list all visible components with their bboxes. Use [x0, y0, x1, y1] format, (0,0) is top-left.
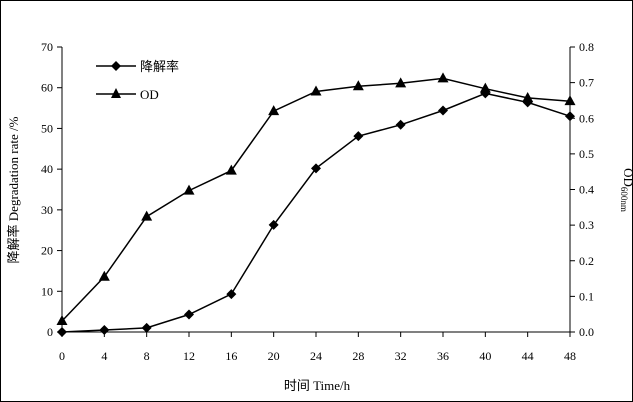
x-tick-label: 28	[352, 349, 364, 363]
y-right-axis-label-subscript: 600nm	[619, 187, 629, 212]
degradation-point	[99, 324, 110, 335]
od-point	[310, 85, 322, 96]
degradation-point	[141, 322, 152, 333]
x-tick-label: 48	[564, 349, 576, 363]
y-right-tick-label: 0.4	[579, 183, 594, 197]
x-tick-label: 20	[268, 349, 280, 363]
y-left-tick-label: 40	[41, 162, 53, 176]
y-right-tick-label: 0.2	[579, 254, 594, 268]
degradation-point	[57, 327, 67, 337]
degradation-point	[184, 309, 194, 320]
legend-label-degradation: 降解率	[140, 59, 179, 74]
y-right-tick-label: 0.5	[579, 147, 594, 161]
od-point	[141, 210, 153, 221]
y-left-tick-label: 30	[41, 203, 53, 217]
x-tick-label: 40	[479, 349, 491, 363]
degradation-point	[311, 163, 321, 174]
y-left-tick-label: 70	[41, 40, 53, 54]
x-tick-label: 32	[395, 349, 407, 363]
legend: 降解率 OD	[96, 59, 179, 102]
ticks: 0 4 8 12 16 20 24 28 32 36 40 44 480102030405060700.…	[41, 40, 594, 363]
y-right-tick-label: 0.7	[579, 76, 594, 90]
od-point	[564, 95, 576, 106]
y-right-tick-label: 0.3	[579, 218, 594, 232]
x-axis-label: 时间 Time/h	[284, 378, 351, 393]
y-left-tick-label: 0	[47, 325, 53, 339]
y-right-tick-label: 0.0	[579, 325, 594, 339]
legend-marker-triangle	[111, 88, 121, 98]
od-series-line	[61, 77, 571, 322]
y-right-axis-label: OD600nm	[619, 168, 633, 212]
od-point	[395, 77, 407, 88]
x-tick-label: 0	[59, 349, 65, 363]
od-point	[268, 105, 280, 116]
legend-label-od: OD	[140, 87, 159, 102]
od-point	[479, 82, 491, 93]
degradation-series-line	[61, 92, 571, 333]
od-point	[183, 184, 195, 195]
x-tick-label: 12	[183, 349, 195, 363]
y-left-tick-label: 10	[41, 284, 53, 298]
y-right-axis-label-main: OD	[621, 168, 633, 187]
x-tick-label: 36	[437, 349, 449, 363]
degradation-point	[353, 131, 364, 142]
x-tick-label: 24	[310, 349, 322, 363]
y-left-tick-label: 50	[41, 121, 53, 135]
degradation-point	[268, 219, 279, 230]
od-point	[98, 270, 110, 281]
degradation-point	[395, 119, 406, 130]
x-tick-label: 4	[101, 349, 107, 363]
y-right-tick-label: 0.1	[579, 289, 594, 303]
od-point	[437, 72, 449, 83]
od-point	[225, 164, 237, 175]
y-left-tick-label: 20	[41, 244, 53, 258]
y-left-axis-label: 降解率 Degradation rate /%	[6, 116, 21, 263]
series-layer	[56, 72, 576, 337]
x-tick-label: 16	[225, 349, 237, 363]
x-tick-label: 8	[144, 349, 150, 363]
degradation-point	[226, 289, 237, 300]
od-point	[522, 91, 534, 102]
od-point	[56, 314, 68, 325]
degradation-point	[438, 105, 448, 116]
y-right-tick-label: 0.6	[579, 111, 594, 125]
y-right-tick-label: 0.8	[579, 40, 594, 54]
y-left-tick-label: 60	[41, 81, 53, 95]
x-tick-label: 44	[522, 349, 534, 363]
legend-marker-diamond	[111, 61, 121, 71]
od-point	[352, 80, 364, 91]
degradation-point	[565, 111, 575, 122]
